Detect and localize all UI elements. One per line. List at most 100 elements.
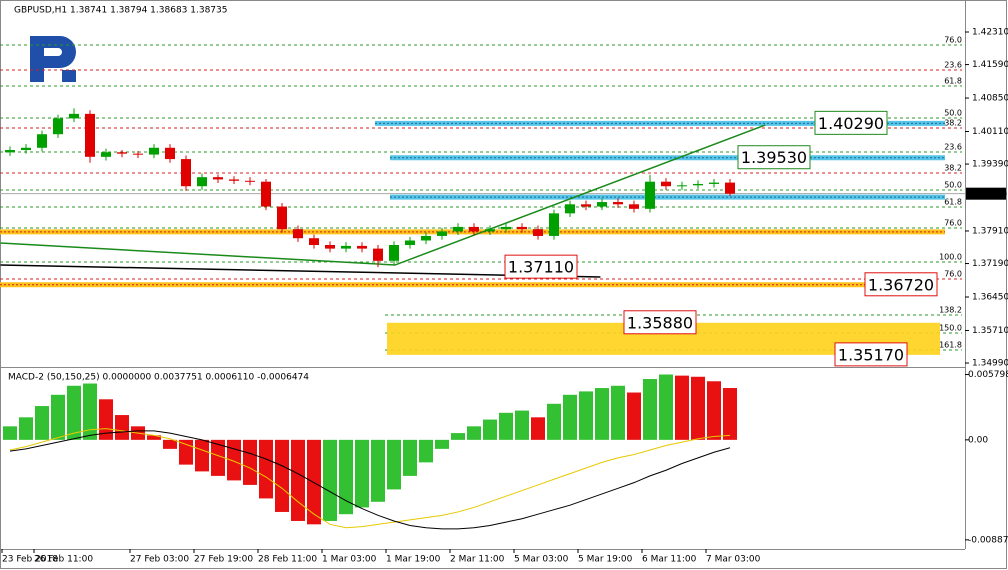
candle-body bbox=[533, 229, 543, 236]
macd-title: MACD-2 (50,150,25) 0.0000000 0.0037751 0… bbox=[8, 373, 309, 383]
price-annotation: 1.37110 bbox=[508, 258, 574, 277]
macd-bar bbox=[595, 388, 609, 440]
fib-level-label: 138.2 bbox=[939, 305, 962, 314]
fib-level-label: 50.0 bbox=[944, 181, 962, 190]
macd-bar bbox=[707, 381, 721, 440]
y-tick-label: 1.37910 bbox=[972, 226, 1008, 236]
fib-level-label: 50.0 bbox=[944, 109, 962, 118]
macd-bar bbox=[467, 426, 481, 440]
macd-bar bbox=[275, 439, 289, 512]
macd-bar bbox=[115, 415, 129, 440]
y-tick-label: 1.42310 bbox=[972, 28, 1008, 38]
macd-bar bbox=[51, 394, 65, 440]
x-tick-label: 5 Mar 19:00 bbox=[578, 555, 633, 565]
x-tick-label: 1 Mar 03:00 bbox=[322, 555, 377, 565]
x-tick-label: 1 Mar 19:00 bbox=[386, 555, 441, 565]
candle-body bbox=[213, 177, 223, 180]
price-annotation-box bbox=[834, 342, 908, 367]
macd-bar bbox=[515, 410, 529, 440]
macd-bar bbox=[579, 391, 593, 440]
macd-bar bbox=[211, 439, 225, 476]
x-tick-label: 27 Feb 19:00 bbox=[194, 555, 253, 565]
candle-body bbox=[5, 150, 15, 153]
macd-bar bbox=[691, 376, 705, 440]
macd-bar bbox=[179, 439, 193, 465]
y-tick-label: 1.40850 bbox=[972, 94, 1008, 104]
macd-bar bbox=[643, 379, 657, 440]
candle-body bbox=[181, 159, 191, 187]
macd-bar bbox=[563, 394, 577, 440]
fib-level-label: 38.2 bbox=[944, 164, 962, 173]
macd-bar bbox=[611, 385, 625, 440]
x-tick-label: 6 Mar 11:00 bbox=[642, 555, 697, 565]
fib-level-label: 23.6 bbox=[944, 143, 962, 152]
fib-level-label: 76.0 bbox=[944, 218, 962, 227]
candle-body bbox=[117, 152, 127, 154]
macd-bar bbox=[35, 406, 49, 440]
macd-bar bbox=[227, 439, 241, 481]
trendline bbox=[0, 124, 766, 266]
price-annotation: 1.35880 bbox=[627, 313, 693, 332]
candle-body bbox=[149, 147, 159, 155]
macd-bar bbox=[627, 392, 641, 440]
candle-body bbox=[645, 181, 655, 209]
price-annotation: 1.39530 bbox=[741, 148, 807, 167]
candle-body bbox=[261, 181, 271, 207]
candle-body bbox=[373, 248, 383, 261]
y-tick-label: -0.008876 bbox=[968, 535, 1008, 545]
candle-body bbox=[549, 213, 559, 236]
macd-bar bbox=[483, 419, 497, 440]
x-tick-label: 28 Feb 11:00 bbox=[258, 555, 317, 565]
chart-title: GBPUSD,H1 1.38741 1.38794 1.38683 1.3873… bbox=[14, 6, 227, 16]
macd-line bbox=[9, 430, 731, 530]
macd-bar bbox=[419, 439, 433, 463]
candle-body bbox=[629, 204, 639, 209]
x-tick-label: 7 Mar 03:00 bbox=[706, 555, 761, 565]
candle-body bbox=[485, 229, 495, 232]
macd-bar bbox=[531, 417, 545, 440]
x-tick-label: 2 Mar 11:00 bbox=[450, 555, 505, 565]
candle-body bbox=[277, 206, 287, 230]
price-annotation-box bbox=[864, 272, 938, 297]
macd-bar bbox=[147, 435, 161, 440]
candle-body bbox=[613, 202, 623, 205]
candle-body bbox=[53, 118, 63, 135]
macd-bar bbox=[195, 439, 209, 472]
y-tick-label: 0.00 bbox=[968, 435, 988, 445]
macd-bar bbox=[83, 383, 97, 440]
last-price-box bbox=[966, 187, 1006, 200]
y-tick-label: 1.36450 bbox=[972, 293, 1008, 303]
candle-body bbox=[453, 226, 463, 232]
y-tick-label: 0.005798 bbox=[968, 370, 1008, 380]
candle-body bbox=[437, 231, 447, 236]
macd-bar bbox=[323, 439, 337, 521]
candle-body bbox=[709, 182, 719, 184]
candle-body bbox=[101, 152, 111, 157]
macd-bar bbox=[451, 433, 465, 440]
fib-level-label: 76.0 bbox=[944, 270, 962, 279]
candle-body bbox=[69, 113, 79, 119]
candle-body bbox=[677, 185, 687, 187]
x-tick-label: 26 Feb 11:00 bbox=[34, 555, 93, 565]
y-tick-label: 1.34990 bbox=[972, 359, 1008, 369]
y-tick-label: 1.39390 bbox=[972, 160, 1008, 170]
candle-body bbox=[293, 229, 303, 239]
macd-bar bbox=[99, 399, 113, 440]
macd-bar bbox=[339, 439, 353, 515]
candle-body bbox=[245, 180, 255, 182]
candle-body bbox=[517, 226, 527, 230]
x-tick-label: 23 Feb 2018 bbox=[2, 555, 58, 565]
macd-bar bbox=[659, 374, 673, 440]
candle-body bbox=[421, 235, 431, 241]
price-annotation-box bbox=[504, 254, 578, 279]
fib-level-label: 38.2 bbox=[944, 119, 962, 128]
candle-body bbox=[469, 226, 479, 232]
macd-bar bbox=[371, 439, 385, 502]
candle-body bbox=[37, 134, 47, 148]
candle-body bbox=[597, 202, 607, 207]
price-annotation: 1.40290 bbox=[818, 114, 884, 133]
price-annotation-box bbox=[737, 145, 811, 170]
y-tick-label: 1.35710 bbox=[972, 326, 1008, 336]
fib-level-label: 61.8 bbox=[944, 198, 962, 207]
